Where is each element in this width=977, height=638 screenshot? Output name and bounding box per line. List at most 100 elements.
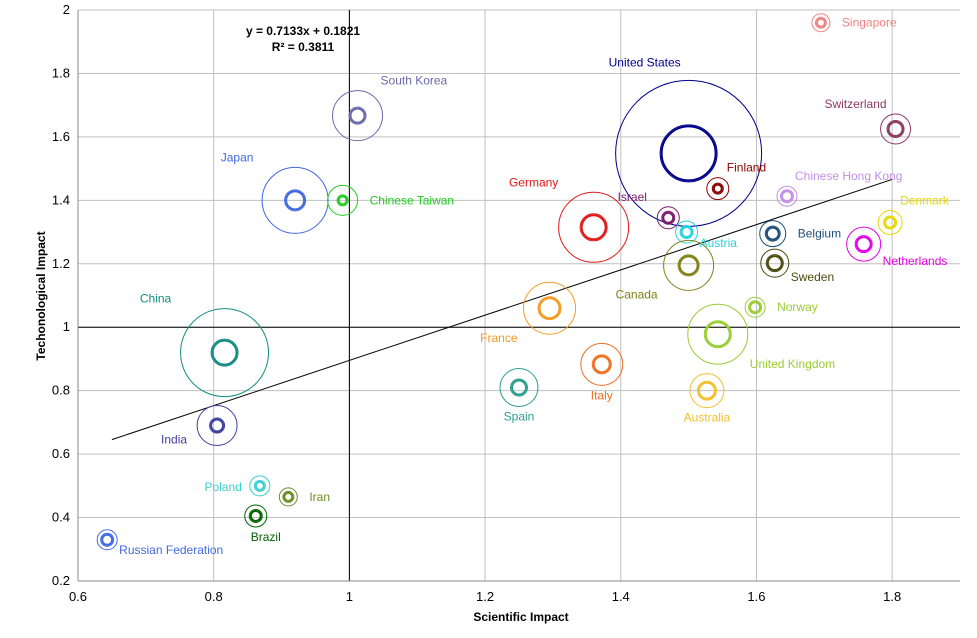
- y-tick-label: 1.6: [52, 129, 70, 144]
- bubble-mid: [336, 194, 349, 207]
- x-tick-label: 1.6: [747, 589, 765, 604]
- point-italy: [580, 342, 624, 386]
- bubble-outer: [580, 342, 624, 386]
- point-label-japan: Japan: [221, 150, 254, 164]
- bubble-inner: [349, 107, 366, 124]
- point-spain: [499, 367, 539, 407]
- gridlines: [77, 9, 960, 582]
- bubble-mid: [537, 296, 562, 321]
- bubble-inner: [855, 236, 872, 253]
- bubble-inner: [749, 301, 762, 314]
- bubble-outer: [706, 177, 730, 201]
- bubble-outer: [656, 206, 680, 230]
- trendline-r-squared: R² = 0.3811: [272, 40, 335, 54]
- bubble-mid: [854, 235, 873, 254]
- bubble-mid: [100, 532, 115, 547]
- bubble-outer: [877, 210, 903, 236]
- point-switzerland: [880, 113, 912, 145]
- point-label-finland: Finland: [727, 161, 766, 175]
- bubble-inner: [780, 190, 793, 203]
- bubble-mid: [661, 210, 676, 225]
- data-points: [96, 13, 912, 551]
- point-south-korea: [332, 90, 384, 142]
- bubble-outer: [244, 504, 268, 528]
- point-label-belgium: Belgium: [798, 227, 841, 241]
- bubble-outer: [689, 373, 725, 409]
- point-chinese-taiwan: [327, 184, 359, 216]
- point-brazil: [244, 504, 268, 528]
- bubble-inner: [592, 355, 611, 374]
- bubble-outer: [332, 90, 384, 142]
- bubble-mid: [209, 417, 226, 434]
- point-france: [523, 281, 577, 335]
- bubble-inner: [580, 214, 607, 241]
- bubble-inner: [254, 480, 265, 491]
- bubble-outer: [96, 529, 118, 551]
- point-label-iran: Iran: [309, 490, 330, 504]
- bubble-mid: [579, 213, 608, 242]
- point-united-states: [615, 79, 763, 227]
- x-tick-label: 1: [346, 589, 353, 604]
- bubble-inner: [680, 226, 693, 239]
- bubble-outer: [687, 303, 749, 365]
- bubble-mid: [659, 124, 718, 183]
- point-label-chinese-taiwan: Chinese Taiwan: [370, 193, 455, 207]
- bubble-outer: [180, 308, 270, 398]
- bubble-inner: [337, 195, 348, 206]
- bubble-inner: [766, 255, 783, 272]
- bubble-outer: [663, 239, 715, 291]
- bubble-mid: [748, 300, 763, 315]
- x-axis-title: Scientific Impact: [473, 610, 568, 624]
- point-china: [180, 308, 270, 398]
- point-label-russian-federation: Russian Federation: [119, 543, 223, 557]
- bubble-mid: [591, 354, 612, 375]
- bubble-mid: [886, 119, 905, 138]
- bubble-outer: [675, 220, 699, 244]
- point-labels: Singapore Switzerland United States South K…: [119, 16, 950, 557]
- point-australia: [689, 373, 725, 409]
- y-tick-label: 1.4: [52, 192, 70, 207]
- trendline-equation: y = 0.7133x + 0.1821: [246, 24, 360, 38]
- point-label-singapore: Singapore: [842, 16, 897, 30]
- bubble-outer: [880, 113, 912, 145]
- bubble-inner: [210, 418, 225, 433]
- bubble-outer: [811, 13, 831, 33]
- point-label-germany: Germany: [509, 175, 558, 189]
- bubble-outer: [278, 487, 298, 507]
- bubble-outer: [846, 226, 882, 262]
- trendline: [111, 178, 893, 441]
- bubble-inner: [887, 120, 904, 137]
- bubble-outer: [760, 248, 790, 278]
- bubble-mid: [284, 189, 307, 212]
- y-tick-label: 0.4: [52, 510, 70, 525]
- x-tick-label: 1.2: [476, 589, 494, 604]
- point-label-netherlands: Netherlands: [883, 254, 948, 268]
- bubble-inner: [283, 491, 294, 502]
- bubble-inner: [285, 190, 306, 211]
- bubble-mid: [282, 490, 295, 503]
- bubble-outer: [196, 405, 238, 447]
- bubble-inner: [211, 339, 238, 366]
- point-label-canada: Canada: [616, 287, 658, 301]
- bubble-outer: [759, 220, 787, 248]
- point-netherlands: [846, 226, 882, 262]
- bubble-inner: [101, 533, 114, 546]
- point-singapore: [811, 13, 831, 33]
- bubble-outer: [744, 296, 766, 318]
- bubble-mid: [510, 378, 528, 397]
- point-label-spain: Spain: [504, 409, 535, 423]
- point-poland: [249, 475, 271, 497]
- point-label-switzerland: Switzerland: [825, 97, 887, 111]
- bubble-inner: [884, 216, 897, 229]
- point-label-india: India: [161, 433, 187, 447]
- bubble-mid: [253, 479, 266, 492]
- point-finland: [706, 177, 730, 201]
- bubble-inner: [538, 297, 561, 320]
- point-sweden: [760, 248, 790, 278]
- bubble-outer: [327, 184, 359, 216]
- bubble-outer: [249, 475, 271, 497]
- bubble-outer: [261, 166, 329, 234]
- bubble-outer: [558, 191, 630, 263]
- bubble-mid: [765, 254, 784, 273]
